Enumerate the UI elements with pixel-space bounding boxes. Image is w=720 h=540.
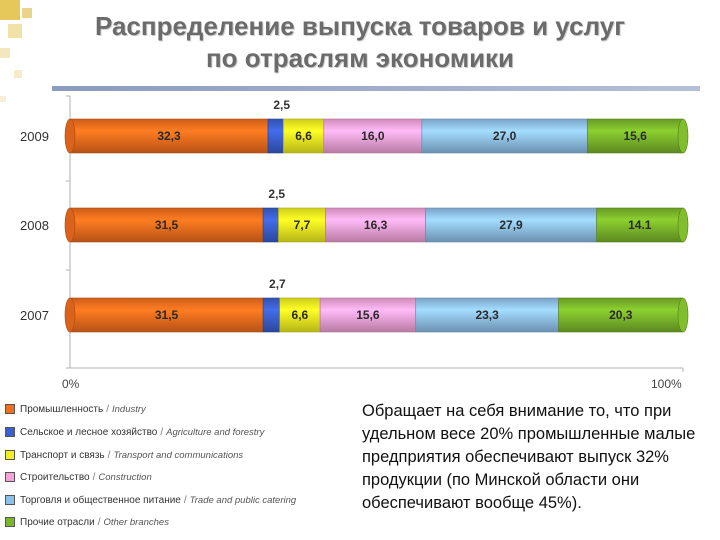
page-title: Распределение выпуска товаров и услуг по… <box>0 10 720 74</box>
legend-swatch <box>5 495 15 505</box>
note-text: Обращает на себя внимание то, что при уд… <box>362 402 696 512</box>
bar-segment <box>278 207 326 243</box>
data-label: 23,3 <box>475 308 499 322</box>
data-label: 2,5 <box>273 98 290 112</box>
data-label: 15,6 <box>624 129 648 143</box>
bar-segment <box>421 118 588 154</box>
data-label: 2,5 <box>268 187 285 201</box>
bar-segment <box>319 297 417 333</box>
data-label: 15,6 <box>356 308 380 322</box>
legend-item: Транспорт и связь / Transport and communic… <box>5 448 243 462</box>
bar-segment <box>69 297 264 333</box>
bar-segment <box>325 207 426 243</box>
legend-label-ru: Прочие отрасли <box>20 516 95 528</box>
bar-left-cap <box>64 118 76 154</box>
data-label: 20,3 <box>609 308 633 322</box>
x-tick-label: 0% <box>62 377 80 391</box>
bar-left-cap <box>64 297 76 333</box>
bar-right-cap <box>677 207 689 243</box>
data-label: 31,5 <box>155 218 179 232</box>
category-label-2007: 2007 <box>20 308 49 323</box>
legend-separator: / <box>160 426 164 438</box>
bar-segment <box>267 118 284 154</box>
title-line-2: по отраслям экономики <box>205 43 515 73</box>
legend-label-en: Industry <box>111 403 146 415</box>
legend-label-ru: Транспорт и связь <box>20 449 105 461</box>
legend-item: Торговля и общественное питание / Trade an… <box>5 493 296 507</box>
data-label: 2,7 <box>269 277 286 291</box>
title-line-1: Распределение выпуска товаров и услуг <box>94 11 626 41</box>
data-label: 27,9 <box>499 218 523 232</box>
legend-item: Строительство / Construction <box>5 470 152 484</box>
data-label: 16,0 <box>361 129 385 143</box>
data-label: 16,3 <box>364 218 388 232</box>
legend-separator: / <box>107 449 111 461</box>
legend-item: Сельское и лесное хозяйство / Agriculture … <box>5 425 264 439</box>
legend-swatch <box>5 450 15 460</box>
legend-swatch <box>5 472 15 482</box>
data-label: 7,7 <box>294 218 311 232</box>
legend-label-en: Agriculture and forestry <box>166 426 265 438</box>
bar-segment <box>69 118 269 154</box>
bar-segment <box>558 297 684 333</box>
legend-label-ru: Торговля и общественное питание <box>20 494 181 506</box>
bar-segment <box>587 118 684 154</box>
legend-separator: / <box>183 494 187 506</box>
bar-segment <box>69 207 264 243</box>
legend-separator: / <box>106 403 109 415</box>
data-label: 14.1 <box>628 218 652 232</box>
bar-segment <box>262 297 280 333</box>
data-label: 6,6 <box>295 129 312 143</box>
legend-label-en: Transport and communications <box>113 449 244 461</box>
legend-label-en: Other branches <box>103 516 169 528</box>
bar-right-cap <box>677 118 689 154</box>
legend-label-ru: Строительство <box>20 471 90 483</box>
category-label-2008: 2008 <box>20 218 49 233</box>
legend-label-en: Construction <box>98 471 152 483</box>
category-label-2009: 2009 <box>20 129 49 144</box>
bar-segment <box>279 297 321 333</box>
legend-swatch <box>5 404 15 414</box>
legend-item: Промышленность / Industry <box>5 402 146 416</box>
legend-label-en: Trade and public catering <box>189 494 297 506</box>
legend-separator: / <box>97 516 101 528</box>
bar-right-cap <box>677 297 689 333</box>
x-tick-label: 100% <box>651 377 682 391</box>
bar-segment <box>596 207 684 243</box>
bar-left-cap <box>64 207 76 243</box>
legend-swatch <box>5 517 15 527</box>
title-rule <box>52 86 700 91</box>
data-label: 27,0 <box>493 129 517 143</box>
legend-separator: / <box>92 471 96 483</box>
bar-segment <box>283 118 325 154</box>
data-label: 31,5 <box>155 308 179 322</box>
decorative-corner <box>0 0 34 120</box>
legend-swatch <box>5 427 15 437</box>
bar-segment <box>262 207 279 243</box>
bar-segment <box>425 207 597 243</box>
data-label: 32,3 <box>157 129 181 143</box>
chart-legend: Промышленность / Industry Сельское и лесное… <box>5 398 330 530</box>
legend-label-ru: Промышленность <box>20 403 104 415</box>
legend-label-ru: Сельское и лесное хозяйство <box>20 426 158 438</box>
data-label: 6,6 <box>292 308 309 322</box>
bar-segment <box>323 118 423 154</box>
legend-item: Прочие отрасли / Other branches <box>5 515 169 529</box>
